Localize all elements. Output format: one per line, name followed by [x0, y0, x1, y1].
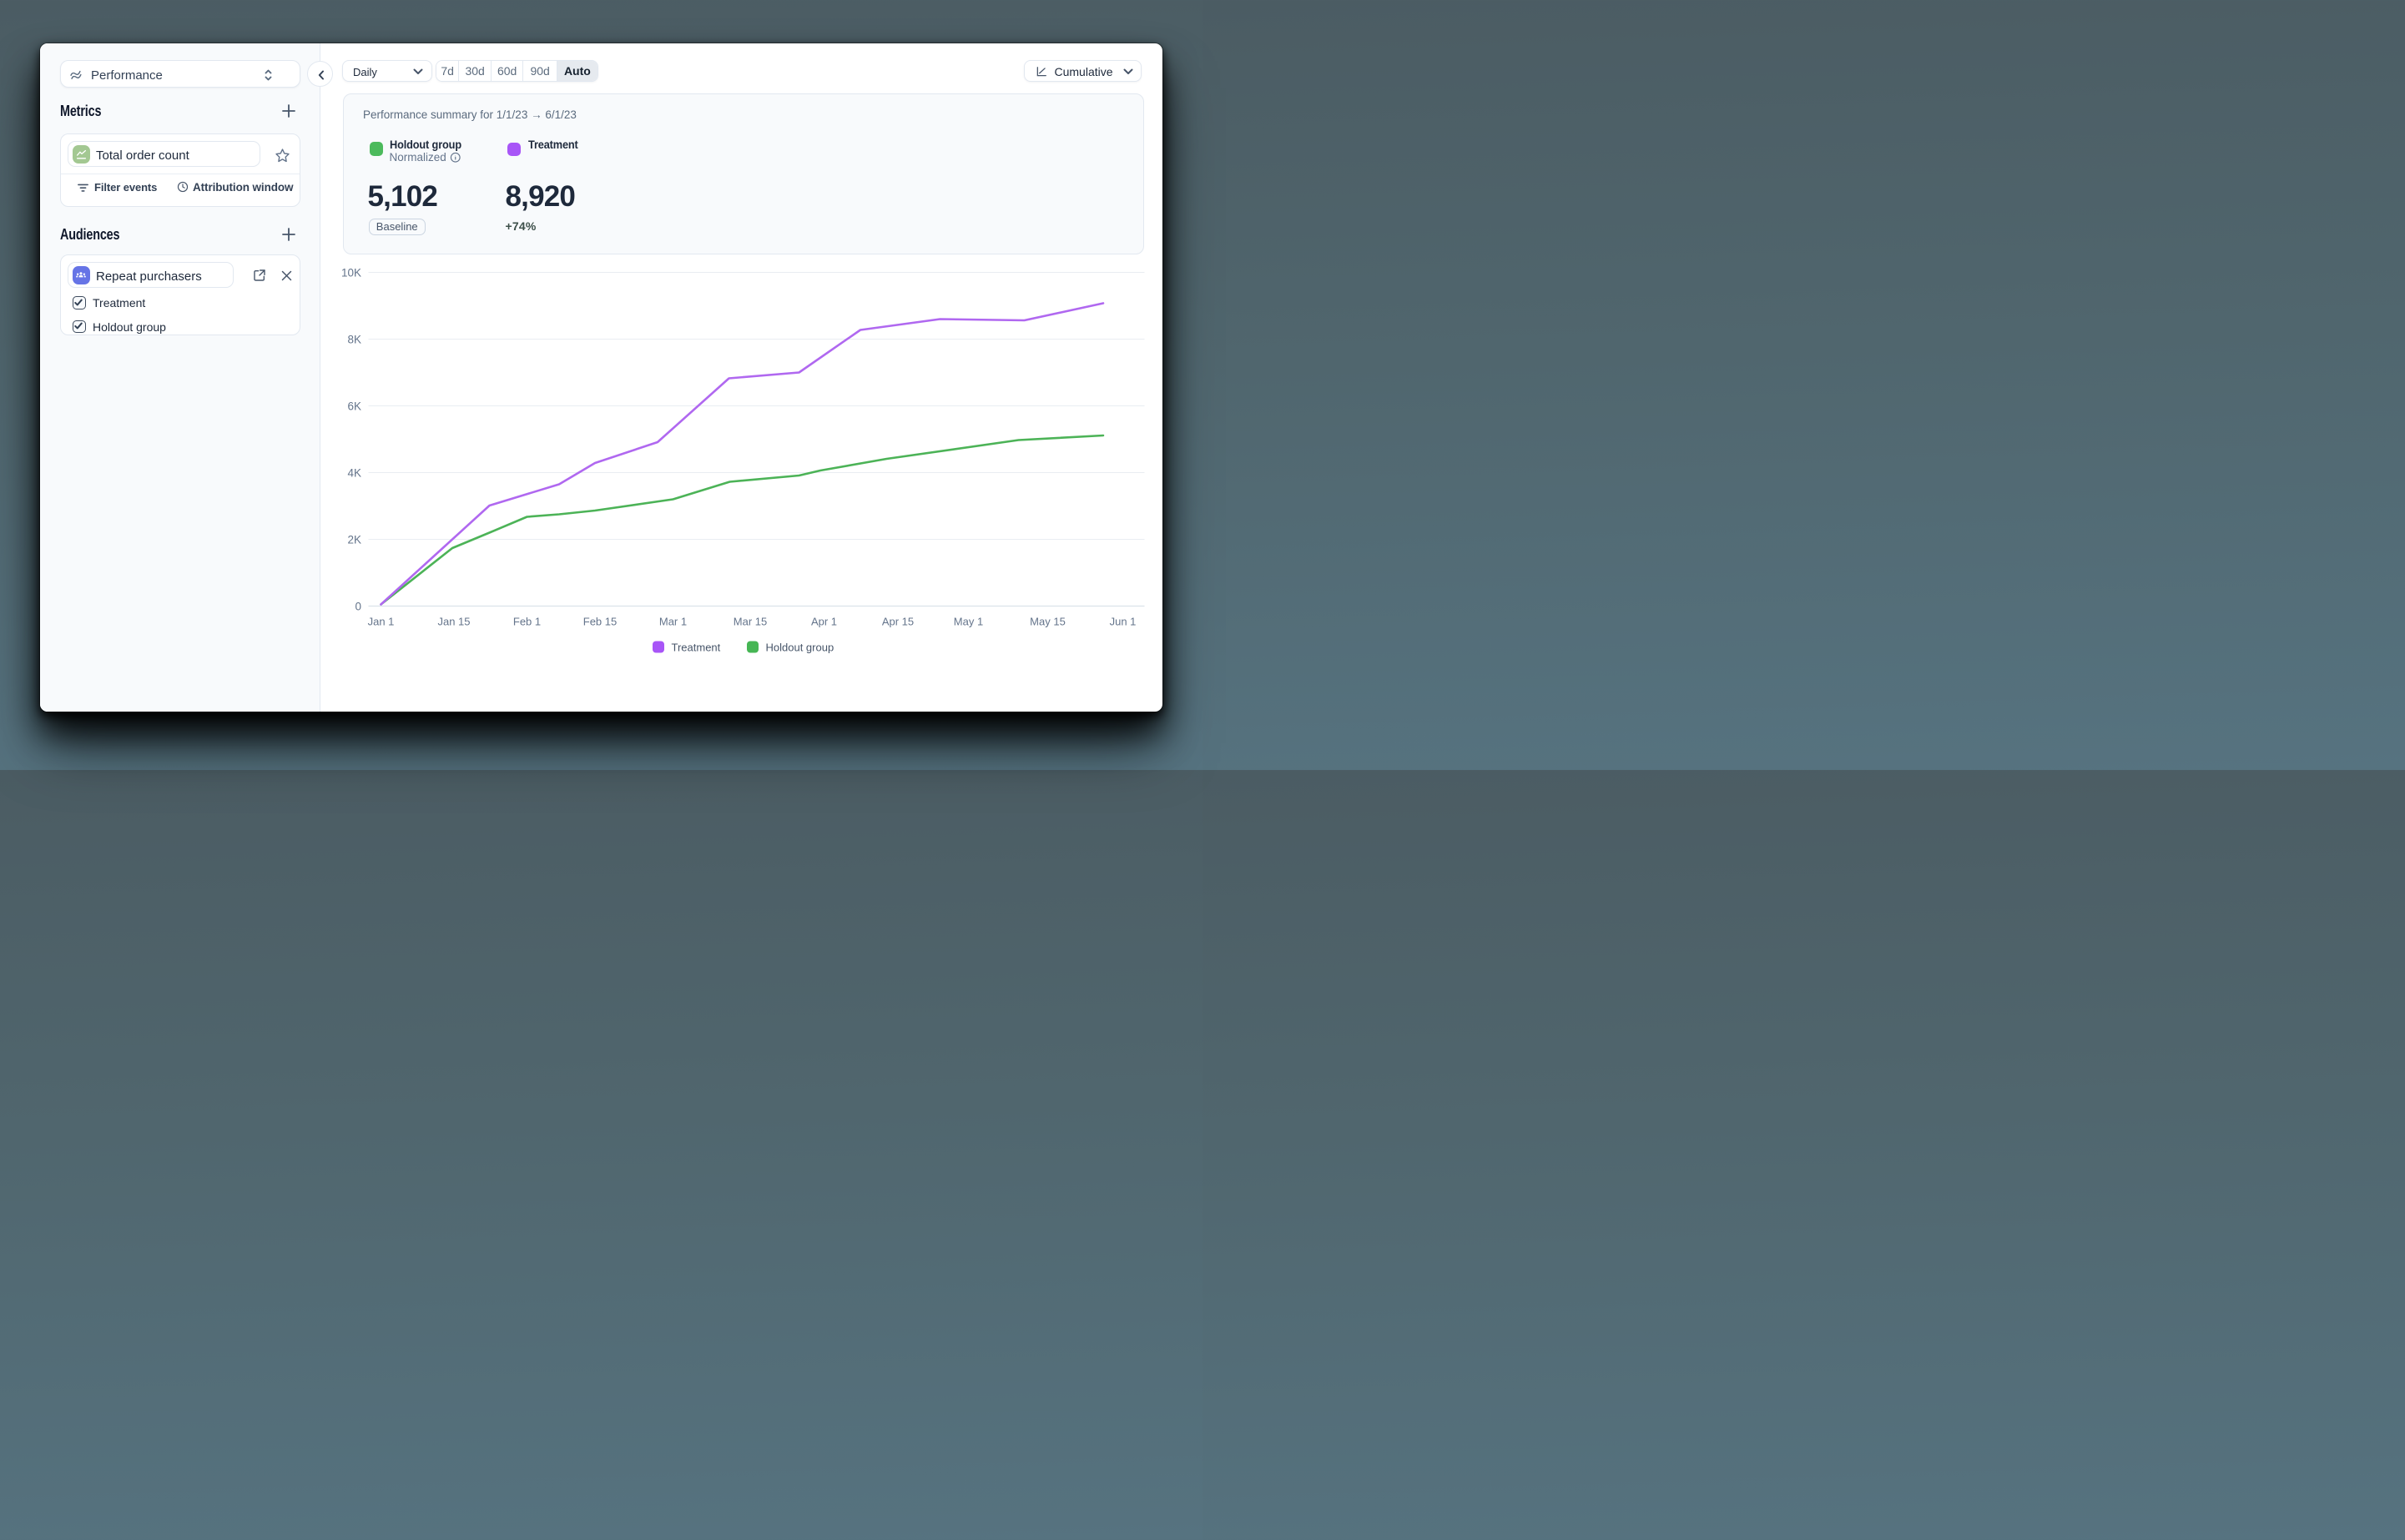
svg-text:May 15: May 15 — [1030, 616, 1066, 628]
svg-text:10K: 10K — [340, 267, 360, 279]
svg-text:0: 0 — [355, 601, 361, 613]
svg-text:Apr 1: Apr 1 — [810, 616, 836, 628]
svg-text:6K: 6K — [347, 400, 361, 413]
svg-text:8K: 8K — [347, 334, 361, 346]
svg-text:Holdout group: Holdout group — [765, 642, 834, 654]
svg-text:Feb 15: Feb 15 — [582, 616, 616, 628]
svg-text:Feb 1: Feb 1 — [512, 616, 540, 628]
svg-text:Mar 15: Mar 15 — [733, 616, 766, 628]
svg-text:Jan 1: Jan 1 — [367, 616, 394, 628]
svg-text:Apr 15: Apr 15 — [881, 616, 913, 628]
svg-text:4K: 4K — [347, 467, 361, 480]
svg-text:May 1: May 1 — [953, 616, 982, 628]
svg-text:Treatment: Treatment — [671, 642, 720, 654]
svg-text:Mar 1: Mar 1 — [658, 616, 686, 628]
svg-text:Jun 1: Jun 1 — [1109, 616, 1136, 628]
svg-text:2K: 2K — [347, 534, 361, 546]
svg-text:Jan 15: Jan 15 — [437, 616, 470, 628]
